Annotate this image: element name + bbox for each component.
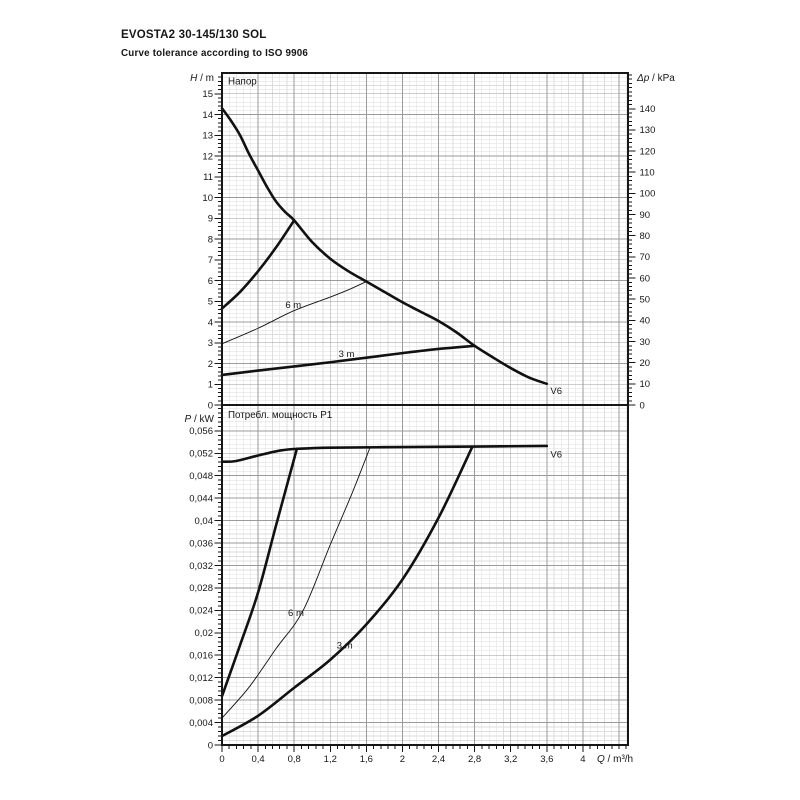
grid-minor [222, 73, 628, 745]
x-tick-label: 3,6 [540, 754, 553, 765]
x-tick-label: 0,4 [251, 754, 264, 765]
x-tick-label: 1,2 [324, 754, 337, 765]
axis-ticks [214, 74, 636, 752]
y-tick-label: 13 [202, 131, 213, 142]
y-tick-label: 0,032 [189, 561, 213, 572]
y-tick-label: 2 [208, 359, 213, 370]
head-annotations: 6 m 3 m V6 [285, 300, 562, 397]
dp-tick-labels: 0 10 20 30 40 50 60 70 80 90 100 110 120 130 140 [640, 104, 656, 411]
y-tick-label: 14 [202, 110, 213, 121]
plot-frame [221, 72, 629, 746]
y-tick-label: 0,008 [189, 695, 213, 706]
y-tick-label: 7 [208, 255, 213, 266]
y-tick-label: 0,052 [189, 449, 213, 460]
y-tick-label: 3 [208, 338, 213, 349]
y-tick-label: 9 [208, 214, 213, 225]
y2-tick-label: 10 [640, 379, 651, 390]
y2-tick-label: 60 [640, 273, 651, 284]
x-axis-label: Q / m³/h [597, 754, 633, 765]
y2-tick-label: 130 [640, 125, 656, 136]
y-tick-label: 0,016 [189, 651, 213, 662]
power-series [220, 444, 549, 738]
curve-label-6-m: 6 m [288, 608, 304, 619]
y2-tick-label: 120 [640, 146, 656, 157]
x-tick-label: 1,6 [360, 754, 373, 765]
y-tick-label: 15 [202, 89, 213, 100]
curve-label-3-m: 3 m [339, 349, 355, 360]
y-tick-label: 1 [208, 380, 213, 391]
dp-axis-label: Δp / kPa [636, 73, 675, 84]
power-annotations: 6 m 3 m V6 [288, 450, 562, 652]
x-tick-label: 0 [219, 754, 224, 765]
x-tick-label: 4 [580, 754, 585, 765]
grid-major [222, 73, 628, 745]
x-tick-label: 2,8 [468, 754, 481, 765]
y-tick-label: 0,004 [189, 718, 213, 729]
curve-label-V6: V6 [550, 386, 562, 397]
y-tick-label: 0,04 [195, 516, 214, 527]
curve-rising-power-curve [220, 447, 299, 698]
y2-tick-label: 50 [640, 295, 651, 306]
y-tick-label: 10 [202, 193, 213, 204]
y2-tick-label: 100 [640, 189, 656, 200]
y-tick-label: 0,036 [189, 538, 213, 549]
curve-rising-curve [220, 219, 296, 310]
y2-tick-label: 70 [640, 252, 651, 263]
x-tick-labels: 0 0,4 0,8 1,2 1,6 2 2,4 2,8 3,2 3,6 4 [219, 754, 585, 765]
y-tick-label: 0,02 [195, 628, 214, 639]
chart-title: EVOSTA2 30-145/130 SOL [121, 29, 267, 41]
curve-power-6m-curve [221, 447, 371, 719]
chart-subtitle: Curve tolerance according to ISO 9906 [121, 48, 309, 59]
y-tick-label: 0 [208, 400, 213, 411]
y2-tick-label: 110 [640, 168, 655, 179]
power-y-axis-label: P / kW [185, 414, 215, 425]
head-y-axis-label: H / m [190, 73, 214, 84]
y-tick-label: 8 [208, 234, 213, 245]
curve-setpoint-3m-curve [220, 344, 476, 377]
y-tick-label: 5 [208, 297, 213, 308]
y-tick-label: 0,028 [189, 583, 213, 594]
y-tick-label: 6 [208, 276, 213, 287]
curve-label-V6: V6 [550, 450, 562, 461]
y-tick-label: 0,048 [189, 471, 213, 482]
y-tick-label: 12 [202, 151, 213, 162]
y-tick-label: 0,024 [189, 606, 213, 617]
head-series [220, 106, 549, 386]
y2-tick-label: 0 [640, 400, 645, 411]
y2-tick-label: 30 [640, 337, 651, 348]
head-panel-title: Напор [228, 77, 257, 88]
y2-tick-label: 140 [640, 104, 656, 115]
curve-v6-power-curve [220, 444, 549, 464]
y-tick-label: 11 [203, 172, 213, 183]
panel-titles: Напор Потребл. мощность P1 [228, 77, 332, 422]
curve-power-3m-curve [220, 446, 474, 738]
power-panel-title: Потребл. мощность P1 [228, 410, 332, 421]
y-tick-label: 0,044 [189, 493, 213, 504]
y-tick-label: 0,056 [189, 426, 213, 437]
y-tick-label: 0,012 [189, 673, 213, 684]
curve-setpoint-6m-curve [221, 281, 367, 345]
y-tick-label: 0 [208, 740, 213, 751]
power-y-tick-labels: 0 0,004 0,008 0,012 0,016 0,02 0,024 0,028 0,032… [189, 426, 213, 751]
x-tick-label: 0,8 [288, 754, 301, 765]
x-tick-label: 2 [400, 754, 405, 765]
y2-tick-label: 90 [640, 210, 651, 221]
curve-label-6-m: 6 m [285, 300, 301, 311]
y2-tick-label: 20 [640, 358, 651, 369]
axis-unit-labels: H / m Δp / kPa P / kW Q / m³/h [185, 73, 676, 765]
curve-v6-max-curve [220, 106, 549, 386]
outer-border [221, 72, 629, 746]
curve-label-3-m: 3 m [337, 640, 353, 651]
x-tick-label: 2,4 [432, 754, 445, 765]
y-tick-label: 4 [208, 317, 213, 328]
x-tick-label: 3,2 [504, 754, 517, 765]
y2-tick-label: 80 [640, 231, 651, 242]
y2-tick-label: 40 [640, 316, 651, 327]
